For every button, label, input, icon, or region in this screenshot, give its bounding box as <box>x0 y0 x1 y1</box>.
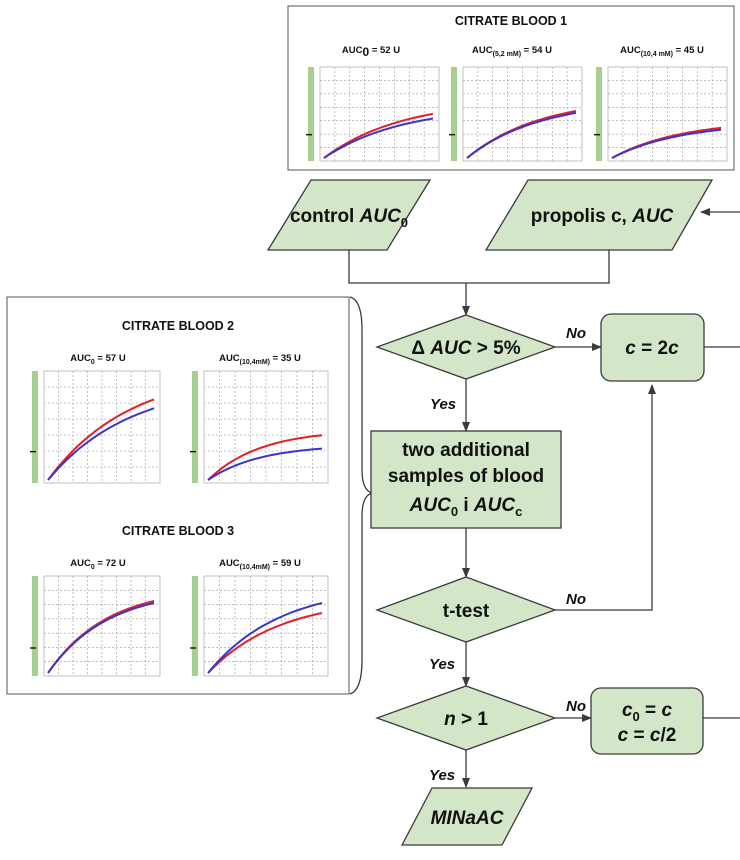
edge-label-yes: Yes <box>429 767 455 784</box>
baseline-bar <box>451 67 457 161</box>
control-auc-node: control AUC0 <box>266 179 432 251</box>
panel-title: CITRATE BLOOD 1 <box>455 14 567 28</box>
node-label: Δ AUC > 5% <box>411 338 520 359</box>
node-label: c = 2c <box>625 338 679 359</box>
edge-label-no: No <box>566 591 586 608</box>
edge-label-yes: Yes <box>429 656 455 673</box>
aggregation-graph <box>306 66 440 162</box>
propolis-curve <box>47 407 155 481</box>
propolis-curve <box>466 111 577 159</box>
auc-label: AUC(10,4mM) = 35 U <box>219 353 301 366</box>
edge-labels: No Yes No Yes No Yes <box>429 325 586 784</box>
edge-label-yes: Yes <box>430 396 456 413</box>
node-label: c0 = c <box>622 700 672 724</box>
c-equals-2c-node: c = 2c <box>600 313 705 382</box>
n-greater-1-decision: n > 1 <box>375 685 557 751</box>
baseline-bar <box>32 576 38 676</box>
propolis-curve <box>207 602 323 674</box>
arrow <box>555 384 656 611</box>
node-label: MINaAC <box>431 808 504 829</box>
propolis-curve <box>323 117 434 159</box>
aggregation-graph <box>190 575 329 677</box>
auc-label: AUC0 = 72 U <box>70 558 126 571</box>
node-label: c = c/2 <box>618 725 677 746</box>
panel-title: CITRATE BLOOD 2 <box>122 319 234 333</box>
t-test-decision: t-test <box>375 576 557 643</box>
aggregation-graph <box>594 66 728 162</box>
baseline-bar <box>32 371 38 483</box>
merge-line <box>348 250 610 284</box>
additional-samples-node: two additional samples of blood AUC0 i A… <box>370 430 562 529</box>
node-label: t-test <box>443 601 490 622</box>
propolis-curve <box>207 447 323 481</box>
c-halving-node: c0 = c c = c/2 <box>590 687 704 755</box>
baseline-bar <box>596 67 602 161</box>
auc-label: AUC0 = 52 U <box>342 45 400 59</box>
node-label: control AUC0 <box>290 206 408 230</box>
control-curve <box>47 398 155 481</box>
control-curve <box>207 612 323 674</box>
node-label: AUC0 i AUCc <box>409 495 523 519</box>
node-label: n > 1 <box>444 709 488 730</box>
auc-label: AUC0 = 57 U <box>70 353 126 366</box>
plot-area <box>319 66 440 162</box>
node-label: two additional <box>402 440 530 461</box>
propolis-curve <box>47 602 155 674</box>
panel-title: CITRATE BLOOD 3 <box>122 524 234 538</box>
baseline-bar <box>308 67 314 161</box>
auc-label: AUC(5,2 mM) = 54 U <box>472 45 552 58</box>
baseline-bar <box>192 576 198 676</box>
auc-label: AUC(10,4 mM) = 45 U <box>620 45 704 58</box>
plot-area <box>607 66 728 162</box>
control-curve <box>207 434 323 481</box>
propolis-auc-node: propolis c, AUC <box>484 179 714 251</box>
edge-label-no: No <box>566 325 586 342</box>
aggregation-graph <box>30 370 161 484</box>
citrate-blood-2-3-panel: CITRATE BLOOD 2 AUC0 = 57 U AUC(10,4mM) … <box>6 296 375 695</box>
aggregation-graph <box>190 370 329 484</box>
baseline-bar <box>192 371 198 483</box>
aggregation-graph <box>449 66 583 162</box>
edge-label-no: No <box>566 698 586 715</box>
citrate-blood-1-panel: CITRATE BLOOD 1 AUC0 = 52 U AUC(5,2 mM) … <box>287 5 735 171</box>
node-label: samples of blood <box>388 466 544 487</box>
connectors <box>348 208 740 788</box>
control-curve <box>323 112 434 159</box>
delta-auc-decision: Δ AUC > 5% <box>375 314 557 380</box>
curly-brace <box>349 296 375 695</box>
minaac-node: MINaAC <box>400 787 534 846</box>
node-label: propolis c, AUC <box>531 206 674 227</box>
auc-label: AUC(10,4mM) = 59 U <box>219 558 301 571</box>
propolis-curve <box>611 128 722 159</box>
aggregation-graph <box>30 575 161 677</box>
